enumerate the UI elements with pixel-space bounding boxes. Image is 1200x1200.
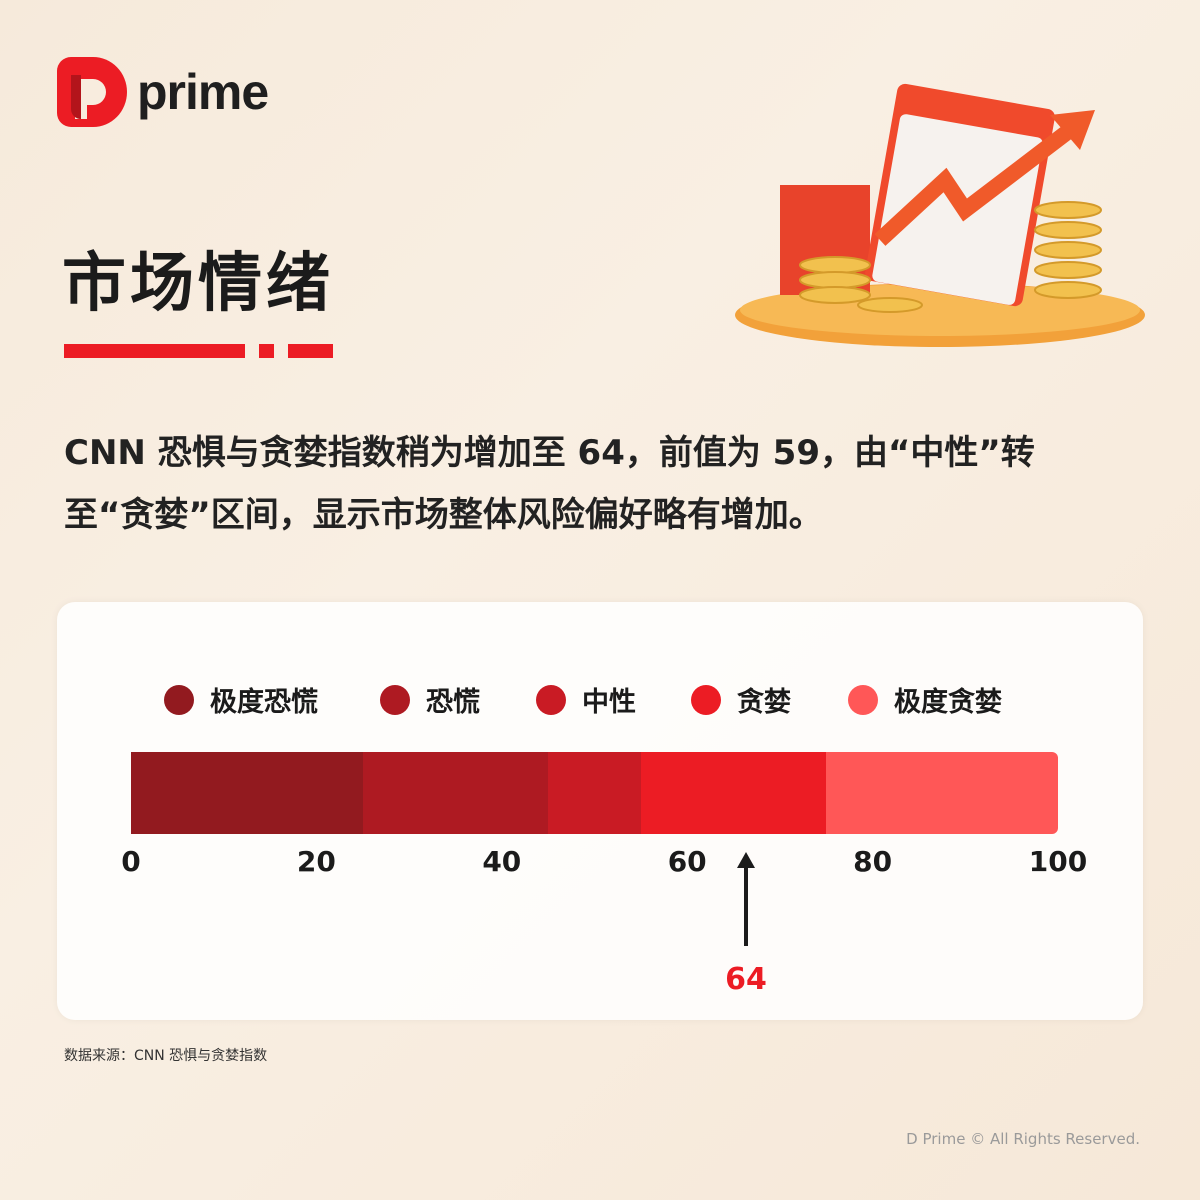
- gauge-segment: [548, 752, 641, 834]
- gauge-segment: [131, 752, 363, 834]
- legend-swatch: [164, 684, 194, 715]
- legend-item: 极度贪婪: [848, 680, 1002, 719]
- copyright: D Prime © All Rights Reserved.: [906, 1130, 1140, 1148]
- legend-item: 中性: [536, 680, 636, 719]
- legend-swatch: [691, 684, 721, 715]
- value-pointer: [744, 856, 748, 946]
- page-title: 市场情绪: [62, 247, 334, 321]
- legend-swatch: [380, 684, 410, 715]
- calendar-growth-illustration: [735, 83, 1145, 347]
- gauge-segment: [826, 752, 1058, 834]
- legend-item: 极度恐慌: [164, 680, 318, 719]
- tick-label: 60: [667, 845, 707, 878]
- gauge-segment: [640, 752, 827, 834]
- summary-text: CNN 恐惧与贪婪指数稍为增加至 64，前值为 59，由“中性”转至“贪婪”区间…: [64, 433, 1035, 535]
- legend-label: 极度贪婪: [894, 687, 1002, 718]
- brand-name: prime: [137, 64, 269, 120]
- current-value-label: 64: [725, 962, 767, 997]
- tick-label: 80: [853, 845, 893, 878]
- gauge-segment: [362, 752, 549, 834]
- legend-item: 贪婪: [691, 680, 791, 719]
- legend-label: 极度恐慌: [210, 687, 318, 718]
- tick-label: 0: [121, 845, 141, 878]
- tick-label: 20: [296, 845, 336, 878]
- d-logo-icon: [57, 57, 127, 127]
- legend-label: 中性: [582, 687, 636, 718]
- data-source: 数据来源：CNN 恐惧与贪婪指数: [64, 1048, 268, 1064]
- legend-item: 恐慌: [380, 680, 480, 719]
- legend-label: 恐慌: [426, 687, 480, 718]
- tick-label: 40: [482, 845, 522, 878]
- legend-label: 贪婪: [737, 687, 791, 718]
- legend-swatch: [848, 684, 878, 715]
- chart-legend: 极度恐慌 恐慌 中性 贪婪 极度贪婪: [0, 680, 1200, 720]
- fear-greed-gauge: [131, 752, 1058, 834]
- brand-logo: prime: [57, 57, 269, 127]
- legend-swatch: [536, 684, 566, 715]
- tick-label: 100: [1028, 845, 1088, 878]
